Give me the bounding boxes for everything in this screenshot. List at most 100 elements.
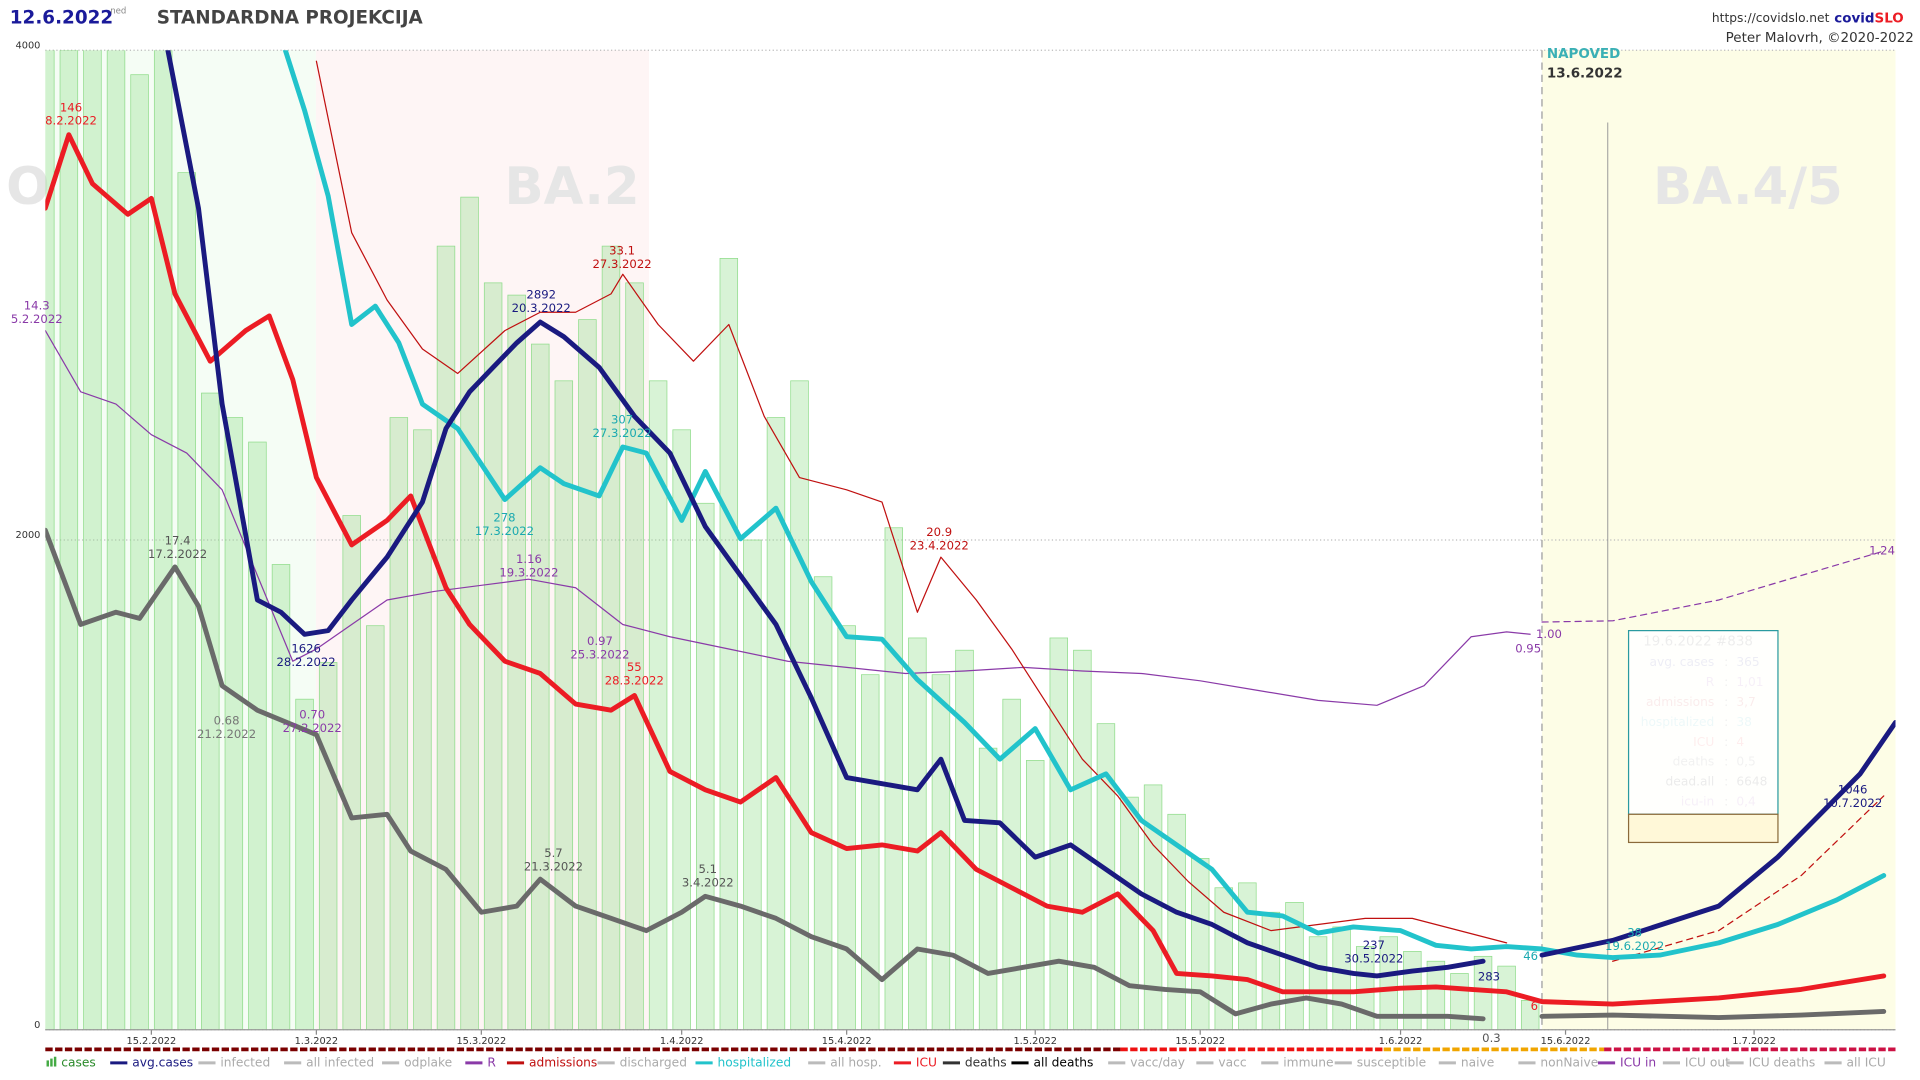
bar: [1073, 649, 1092, 1030]
bar: [931, 674, 951, 1030]
series-line: [1539, 1008, 1887, 1020]
legend-label: discharged: [620, 1055, 687, 1069]
annotation: 20.3.2022: [512, 301, 571, 315]
annotation: 17.2.2022: [148, 547, 207, 561]
legend-icon: [53, 1056, 57, 1067]
brand-part: SLO: [1875, 11, 1904, 26]
annotation: 1.16: [516, 552, 542, 566]
bar: [1308, 936, 1328, 1030]
annotation: 33.1: [609, 244, 635, 258]
bar: [1426, 960, 1446, 1030]
annotation: 21.2.2022: [197, 727, 256, 741]
bar: [884, 527, 904, 1030]
bar: [766, 417, 786, 1030]
annotation: 19.3.2022: [499, 566, 558, 580]
annotation: 17.4: [165, 534, 191, 548]
annotation: 38: [1627, 926, 1642, 940]
bar: [578, 319, 597, 1030]
bar: [1191, 858, 1210, 1030]
bar: [861, 674, 880, 1030]
annotation: 30.5.2022: [1344, 951, 1403, 965]
annotation: 2892: [526, 288, 556, 302]
series-line: [1541, 550, 1885, 623]
bar: [106, 50, 126, 1030]
bar: [601, 245, 621, 1030]
info-box-footer: [1627, 813, 1779, 844]
legend-label: admissions: [529, 1055, 597, 1069]
annotation: 27.2.2022: [283, 721, 342, 735]
x-tick-label: 15.2.2022: [126, 1036, 176, 1047]
forecast-label: NAPOVED: [1547, 47, 1620, 62]
annotation: 307: [611, 413, 633, 427]
bar: [625, 282, 644, 1030]
x-tick-label: 15.3.2022: [456, 1036, 506, 1047]
legend-label: hospitalized: [718, 1055, 792, 1069]
legend-label: cases: [61, 1055, 95, 1069]
bar: [978, 747, 998, 1030]
legend-label: all hosp.: [830, 1055, 881, 1069]
legend-label: vacc: [1218, 1055, 1246, 1069]
bar: [342, 515, 361, 1030]
y-tick-label: 2000: [16, 530, 41, 541]
bar: [1497, 965, 1516, 1030]
annotation: 19.6.2022: [1605, 939, 1664, 953]
x-tick-label: 1.4.2022: [660, 1036, 704, 1047]
bar: [201, 392, 220, 1030]
bar: [295, 698, 314, 1030]
annotation: 1.00: [1536, 627, 1562, 641]
annotation: 28.3.2022: [605, 673, 664, 687]
bar: [153, 50, 173, 1030]
x-tick-label: 1.7.2022: [1732, 1036, 1776, 1047]
annotation: 278: [493, 510, 515, 524]
annotation: 1046: [1838, 782, 1868, 796]
header-date: 12.6.2022: [10, 7, 113, 28]
series-line: [45, 132, 1887, 1007]
bar: [1002, 698, 1021, 1030]
bar: [413, 429, 432, 1030]
brand: covidSLO: [1834, 11, 1903, 26]
bar: [696, 502, 715, 1030]
annotation: 0.68: [214, 714, 240, 728]
legend-label: immune: [1283, 1055, 1333, 1069]
variant-label: O: [6, 157, 50, 217]
annotation: 3.4.2022: [682, 875, 734, 889]
annotation: 55: [627, 660, 642, 674]
annotation: 46: [1523, 949, 1538, 963]
x-tick-label: 15.6.2022: [1541, 1036, 1591, 1047]
annotation: 5.2.2022: [11, 312, 63, 326]
legend-label: susceptible: [1357, 1055, 1426, 1069]
annotation: 146: [60, 100, 82, 114]
legend-label: infected: [220, 1055, 270, 1069]
series-line: [45, 330, 1531, 706]
legend-label: vacc/day: [1130, 1055, 1185, 1069]
bar: [531, 343, 550, 1030]
annotation: 14.3: [24, 299, 50, 313]
bar: [837, 625, 856, 1030]
series-line: [282, 50, 1887, 960]
series-line: [45, 527, 1486, 1022]
legend-label: all deaths: [1033, 1055, 1093, 1069]
annotation: 27.3.2022: [592, 257, 651, 271]
legend-label: avg.cases: [132, 1055, 193, 1069]
bar: [1096, 723, 1116, 1030]
x-tick-label: 1.3.2022: [295, 1036, 339, 1047]
annotation: 10.7.2022: [1823, 796, 1882, 810]
bar: [59, 50, 79, 1030]
forecast-date: 13.6.2022: [1547, 66, 1623, 81]
annotation: 5.7: [544, 846, 563, 860]
x-tick-label: 15.5.2022: [1175, 1036, 1225, 1047]
annotation: 237: [1363, 938, 1385, 952]
annotation: 27.3.2022: [592, 426, 651, 440]
bar: [719, 258, 739, 1030]
annotation: 1.24: [1869, 544, 1895, 558]
bar: [83, 50, 102, 1030]
bar: [271, 564, 291, 1030]
bar: [908, 637, 927, 1030]
annotation: 0.97: [587, 634, 613, 648]
header-weekday: ned: [110, 7, 126, 17]
annotation: 17.3.2022: [475, 524, 534, 538]
legend-label: nonNaive: [1540, 1055, 1598, 1069]
